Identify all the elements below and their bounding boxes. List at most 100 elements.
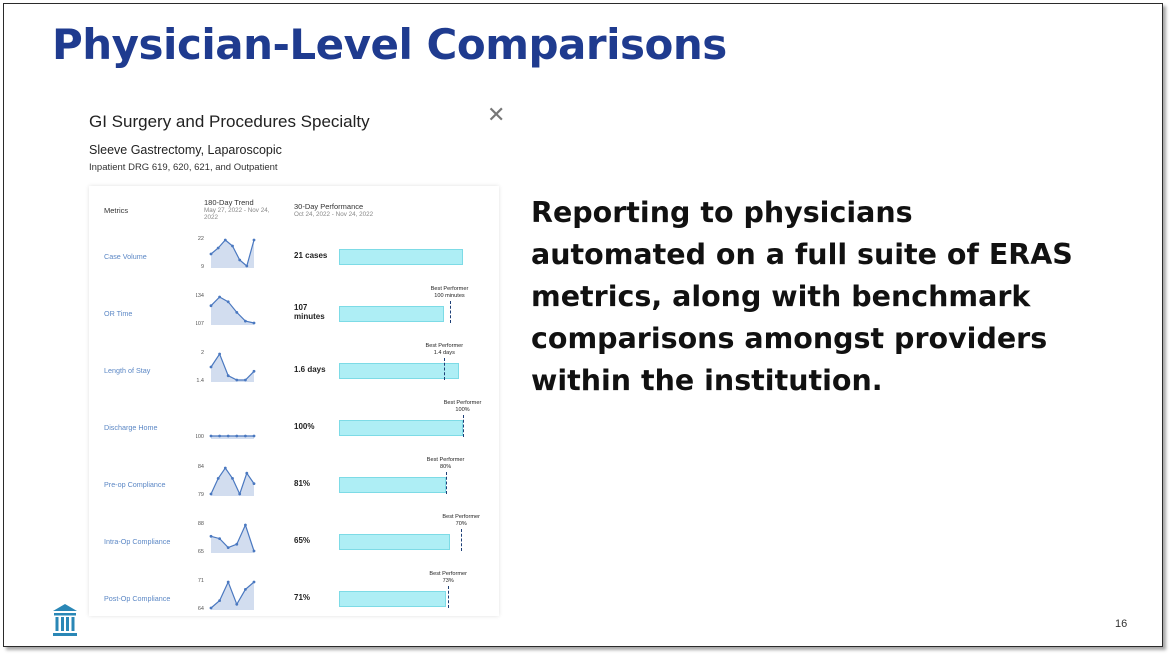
trend-point: [231, 244, 234, 248]
metric-label[interactable]: Length of Stay: [104, 366, 151, 375]
trend-point: [209, 365, 213, 369]
best-performer-value: 1.4 days: [433, 349, 455, 356]
trend-point: [244, 588, 247, 591]
metric-value: 1.6 days: [294, 365, 326, 374]
metric-row: Pre-op Compliance 84 79 81% Best Performer 80…: [89, 457, 499, 515]
metric-label[interactable]: OR Time: [104, 309, 133, 318]
metric-label[interactable]: Post-Op Compliance: [104, 594, 171, 603]
performance-bar: [339, 249, 463, 265]
trend-point: [226, 580, 230, 584]
best-performer-value: 70%: [455, 520, 467, 527]
best-performer-annotation: Best Performer 100%: [441, 400, 485, 413]
trend-point: [209, 606, 213, 610]
drg-text: Inpatient DRG 619, 620, 621, and Outpati…: [89, 162, 278, 173]
trend-area: [211, 297, 254, 325]
trend-min-label: 65: [198, 549, 204, 555]
procedure-name: Sleeve Gastrectomy, Laparoscopic: [89, 143, 282, 157]
best-performer-annotation: Best Performer 100 minutes: [428, 286, 472, 299]
best-performer-marker: [444, 358, 446, 380]
trend-min-label: 100: [196, 434, 204, 440]
metric-value: 71%: [294, 593, 311, 602]
trend-sparkline: 100: [196, 434, 256, 440]
performance-bar: [339, 477, 446, 493]
metric-value: 100%: [294, 422, 315, 431]
trend-point: [252, 369, 256, 373]
trend-point: [245, 264, 249, 268]
trend-sparkline: 84 79: [198, 464, 256, 498]
trend-max-label: 22: [198, 236, 204, 242]
trend-point: [235, 434, 239, 438]
trend-point: [218, 537, 221, 540]
trend-area: [211, 436, 254, 439]
trend-point: [223, 238, 227, 242]
slide: Physician-Level Comparisons GI Surgery a…: [3, 3, 1163, 647]
metric-label[interactable]: Case Volume: [104, 252, 147, 261]
trend-point: [235, 602, 239, 606]
header-trend-label: 180-Day Trend: [204, 198, 254, 207]
metric-value: 107 minutes: [294, 303, 325, 321]
best-performer-annotation: Best Performer 70%: [439, 514, 483, 527]
columns-logo-icon: [53, 604, 77, 636]
best-performer-marker: [448, 586, 450, 608]
trend-point: [216, 246, 220, 250]
trend-point: [226, 300, 230, 304]
trend-point: [226, 546, 230, 549]
performance-bar: [339, 420, 463, 436]
best-performer-value: 80%: [439, 463, 452, 470]
metric-value: 65%: [294, 536, 311, 545]
trend-sparkline: 134 107: [196, 293, 256, 327]
metric-label[interactable]: Pre-op Compliance: [104, 480, 166, 489]
performance-bar: [339, 306, 445, 322]
trend-point: [209, 252, 213, 256]
trend-min-label: 64: [198, 606, 204, 612]
trend-min-label: 107: [196, 321, 204, 327]
best-performer-label: Best Performer: [430, 286, 469, 292]
metric-row: Case Volume 22 9 21 cases: [89, 230, 499, 287]
trend-max-label: 84: [198, 464, 204, 470]
performance-bar: [339, 363, 459, 379]
trend-point: [238, 492, 242, 496]
trend-point: [218, 295, 221, 299]
metric-label[interactable]: Discharge Home: [104, 423, 158, 432]
header-trend-range: May 27, 2022 - Nov 24, 2022: [204, 207, 270, 221]
best-performer-value: 100 minutes: [434, 292, 465, 299]
trend-point: [252, 580, 256, 584]
metric-row: Post-Op Compliance 71 64 71% Best Performer 7…: [89, 571, 499, 629]
best-performer-marker: [449, 301, 451, 323]
trend-point: [226, 374, 230, 378]
best-performer-annotation: Best Performer 80%: [424, 457, 468, 470]
trend-point: [209, 304, 213, 308]
trend-point: [216, 477, 220, 480]
trend-point: [244, 434, 247, 438]
best-performer-value: 73%: [442, 577, 454, 584]
trend-point: [209, 434, 213, 438]
header-perf-label: 30-Day Performance: [294, 202, 364, 211]
best-performer-label: Best Performer: [429, 571, 467, 577]
metric-label[interactable]: Intra-Op Compliance: [104, 537, 171, 546]
trend-point: [223, 466, 227, 470]
trend-point: [252, 434, 256, 438]
slide-title: Physician-Level Comparisons: [52, 20, 727, 69]
trend-point: [209, 534, 213, 538]
header-perf-range: Oct 24, 2022 - Nov 24, 2022: [294, 211, 374, 218]
header-performance: 30-Day Performance Oct 24, 2022 - Nov 24…: [294, 202, 404, 218]
trend-min-label: 1.4: [196, 378, 204, 384]
close-icon[interactable]: ✕: [487, 102, 506, 127]
trend-max-label: 134: [196, 293, 204, 299]
trend-point: [235, 378, 239, 382]
trend-max-label: 88: [198, 521, 204, 527]
best-performer-label: Best Performer: [426, 457, 465, 463]
best-performer-marker: [461, 529, 463, 551]
trend-point: [218, 434, 221, 438]
best-performer-value: 100%: [455, 406, 470, 413]
best-performer-annotation: Best Performer 1.4 days: [422, 343, 466, 356]
metrics-table: Metrics 180-Day Trend May 27, 2022 - Nov…: [89, 186, 499, 616]
trend-area: [211, 582, 254, 610]
trend-point: [252, 482, 256, 485]
trend-point: [218, 352, 221, 356]
performance-bar: [339, 591, 446, 607]
best-performer-marker: [462, 415, 464, 437]
metric-row: Intra-Op Compliance 88 65 65% Best Performer…: [89, 514, 499, 572]
trend-point: [209, 492, 213, 496]
